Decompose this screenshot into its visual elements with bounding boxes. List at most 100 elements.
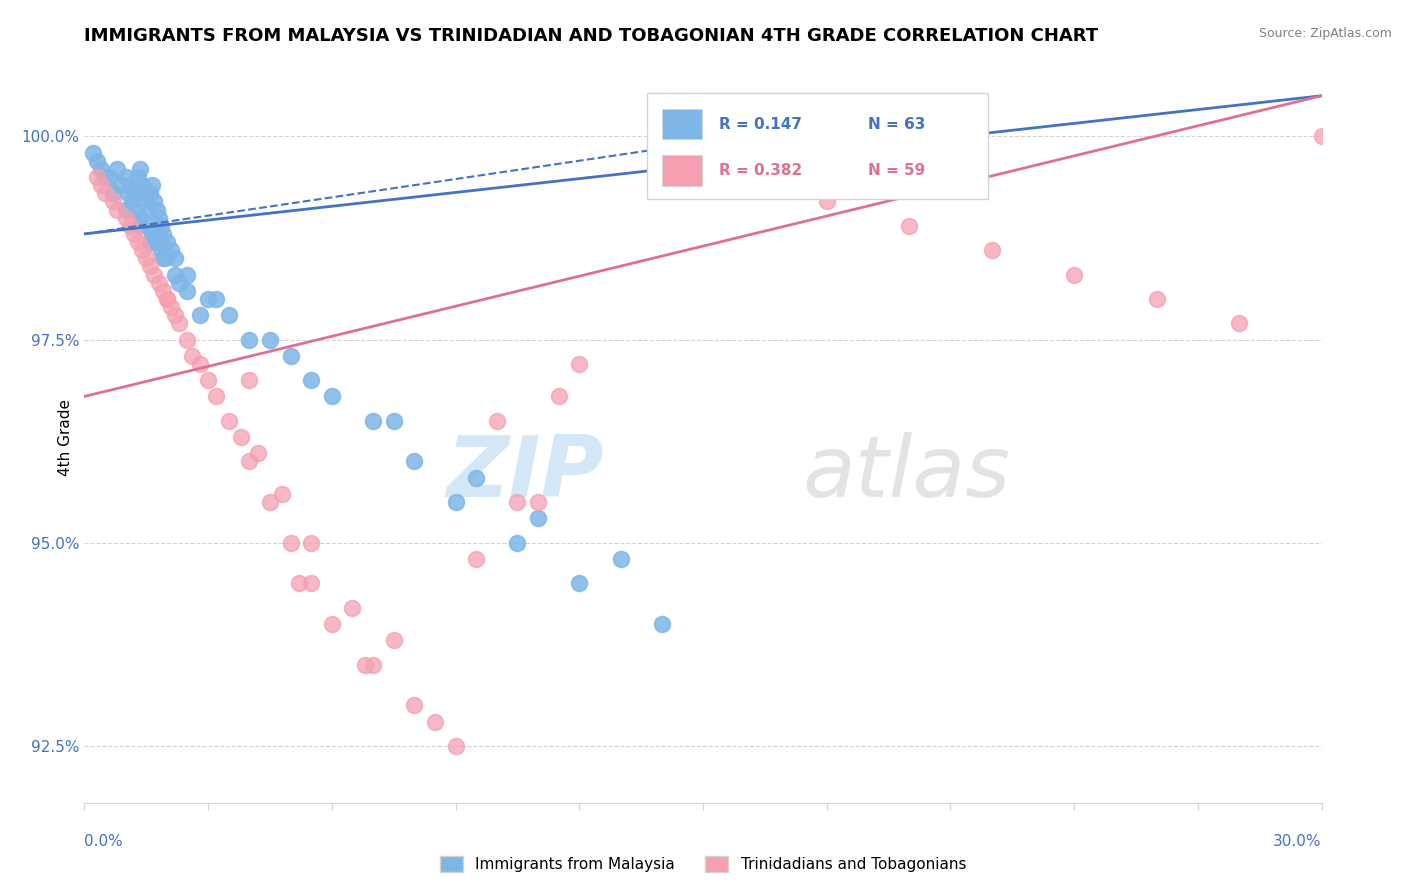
Point [122, 227, 145, 241]
Point [94, 169, 117, 184]
Point [118, 178, 141, 193]
FancyBboxPatch shape [662, 155, 702, 186]
Point [122, 186, 145, 201]
Point [176, 284, 198, 298]
Point [105, 161, 128, 176]
FancyBboxPatch shape [662, 109, 702, 139]
Point [98, 169, 121, 184]
Point [733, 169, 755, 184]
Point [167, 316, 190, 330]
Point [94, 186, 117, 201]
Point [465, 471, 488, 485]
Point [229, 430, 252, 444]
Point [121, 194, 143, 209]
Point [280, 349, 302, 363]
Point [160, 243, 183, 257]
Point [165, 252, 187, 266]
Point [86, 153, 108, 168]
Point [288, 576, 311, 591]
Point [299, 373, 322, 387]
FancyBboxPatch shape [647, 94, 987, 200]
Point [114, 202, 136, 217]
Point [205, 389, 228, 403]
Text: ZIP: ZIP [446, 432, 605, 516]
Point [105, 202, 128, 217]
Point [280, 535, 302, 549]
Point [651, 145, 673, 160]
Point [506, 535, 529, 549]
Point [152, 284, 174, 298]
Point [153, 252, 176, 266]
Point [167, 276, 190, 290]
Point [361, 414, 384, 428]
Point [506, 495, 529, 509]
Text: IMMIGRANTS FROM MALAYSIA VS TRINIDADIAN AND TOBAGONIAN 4TH GRADE CORRELATION CHA: IMMIGRANTS FROM MALAYSIA VS TRINIDADIAN … [84, 27, 1098, 45]
Point [148, 211, 170, 225]
Point [114, 211, 136, 225]
Point [165, 268, 187, 282]
Point [156, 292, 179, 306]
Point [131, 243, 153, 257]
Point [898, 219, 921, 233]
Point [423, 714, 446, 729]
Point [404, 698, 426, 713]
Point [148, 276, 170, 290]
Point [259, 333, 281, 347]
Point [129, 161, 152, 176]
Point [547, 389, 569, 403]
Point [568, 576, 591, 591]
Point [176, 268, 198, 282]
Point [139, 235, 162, 249]
Point [125, 202, 148, 217]
Point [127, 219, 149, 233]
Point [152, 252, 174, 266]
Point [238, 333, 260, 347]
Point [145, 202, 167, 217]
Point [353, 657, 375, 672]
Point [139, 260, 162, 274]
Point [110, 178, 132, 193]
Point [152, 227, 174, 241]
Point [103, 186, 125, 201]
Point [136, 202, 159, 217]
Point [197, 373, 219, 387]
Point [149, 243, 172, 257]
Point [1310, 129, 1333, 144]
Point [165, 308, 187, 322]
Point [1063, 268, 1085, 282]
Point [299, 576, 322, 591]
Point [103, 194, 125, 209]
Point [246, 446, 269, 460]
Point [149, 219, 172, 233]
Point [218, 308, 240, 322]
Point [444, 495, 467, 509]
Point [205, 292, 228, 306]
Point [117, 186, 139, 201]
Point [271, 487, 294, 501]
Point [527, 511, 550, 525]
Point [156, 292, 179, 306]
Point [404, 454, 426, 468]
Point [815, 194, 838, 209]
Point [465, 552, 488, 566]
Text: R = 0.382: R = 0.382 [718, 163, 803, 178]
Point [114, 169, 136, 184]
Point [129, 211, 152, 225]
Legend: Immigrants from Malaysia, Trinidadians and Tobagonians: Immigrants from Malaysia, Trinidadians a… [432, 848, 974, 880]
Text: N = 63: N = 63 [868, 117, 925, 131]
Point [136, 219, 159, 233]
Text: atlas: atlas [801, 432, 1010, 516]
Point [127, 235, 149, 249]
Point [156, 235, 179, 249]
Point [321, 389, 343, 403]
Point [382, 414, 405, 428]
Point [609, 552, 631, 566]
Point [361, 657, 384, 672]
Text: 30.0%: 30.0% [1274, 834, 1322, 849]
Point [176, 333, 198, 347]
Point [1227, 316, 1250, 330]
Point [342, 600, 364, 615]
Point [135, 252, 157, 266]
Text: Source: ZipAtlas.com: Source: ZipAtlas.com [1258, 27, 1392, 40]
Point [86, 169, 108, 184]
